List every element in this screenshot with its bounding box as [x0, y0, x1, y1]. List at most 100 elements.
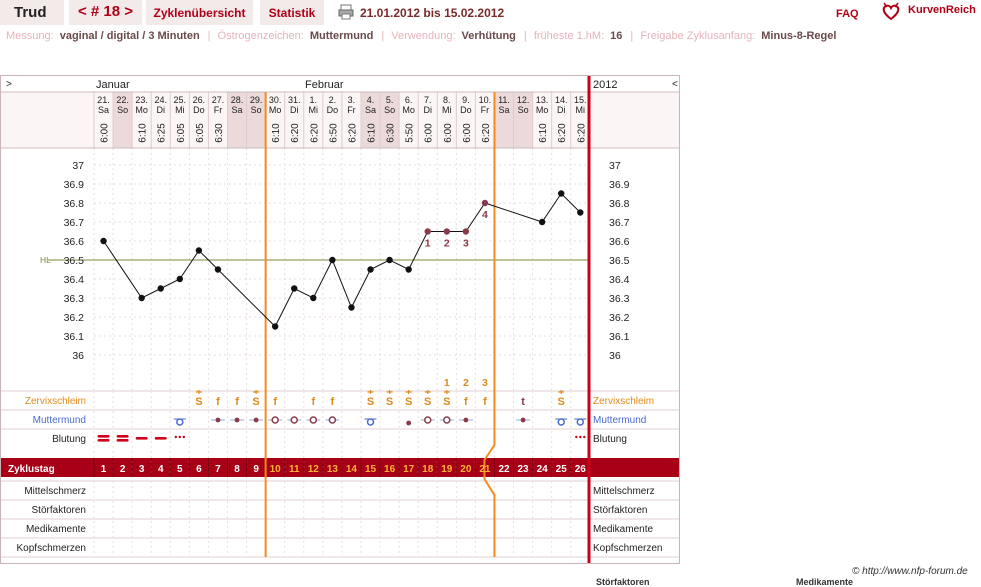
cycle-info-bar: Messung: vaginal / digital / 3 Minuten | Ö…	[6, 30, 837, 42]
cervix-symbol	[557, 418, 565, 426]
day-date: 1.	[310, 95, 318, 105]
logo-text[interactable]: KurvenReich	[908, 4, 976, 16]
temp-tick-label-right: 36.8	[609, 198, 630, 210]
cervix-symbol	[271, 416, 279, 424]
day-weekday: Sa	[98, 105, 109, 115]
temp-tick-label-right: 36.7	[609, 217, 630, 229]
measure-time: 6:30	[386, 123, 397, 143]
cycle-day-number: 5	[177, 464, 183, 475]
bleeding-mark	[97, 439, 110, 442]
row-label-headache: Kopfschmerzen	[17, 543, 86, 554]
day-weekday: So	[251, 105, 262, 115]
day-date: 24.	[154, 95, 167, 105]
cervical-mucus-symbol: S	[195, 396, 202, 408]
temp-point	[310, 294, 317, 302]
cycle-day-number: 25	[556, 464, 568, 475]
day-weekday: Sa	[232, 105, 243, 115]
measure-time: 6:05	[176, 123, 187, 143]
temp-tick-label: 36.8	[64, 198, 85, 210]
high-temp-count: 1	[425, 238, 431, 250]
row-label-mittelschmerz: Mittelschmerz	[24, 486, 86, 497]
printer-icon[interactable]	[338, 4, 354, 20]
messung-label: Messung:	[6, 30, 54, 42]
measure-time: 6:20	[557, 123, 568, 143]
measure-time: 6:20	[481, 123, 492, 143]
cervical-mucus-symbol: f	[235, 396, 239, 408]
day-date: 29.	[250, 95, 263, 105]
day-date: 11.	[498, 95, 510, 105]
weekend-column	[113, 92, 133, 148]
day-date: 6.	[405, 95, 413, 105]
day-date: 30.	[269, 95, 282, 105]
nav-right-arrow[interactable]: <	[672, 79, 678, 90]
cervical-mucus-symbol: S	[424, 396, 431, 408]
day-date: 13.	[536, 95, 549, 105]
measure-time: 5:50	[405, 123, 416, 143]
bleeding-mark	[154, 437, 167, 440]
date-range: 21.01.2012 bis 15.02.2012	[360, 6, 505, 20]
day-date: 2.	[329, 95, 337, 105]
cervix-symbol	[443, 416, 451, 424]
weekend-column	[513, 92, 533, 148]
nav-left-arrow[interactable]: >	[6, 79, 12, 90]
temp-point	[481, 199, 489, 207]
measure-time: 6:10	[538, 123, 549, 143]
tab-statistics[interactable]: Statistik	[260, 0, 324, 25]
measure-time: 6:20	[576, 123, 587, 143]
cycle-chart: Zervixschleim Zervixschleim Muttermund Mutt…	[0, 75, 680, 564]
cycle-day-number: 19	[441, 464, 453, 475]
temp-tick-label: 36.7	[64, 217, 85, 229]
cervix-symbol	[463, 417, 469, 423]
cervical-mucus-symbol: f	[216, 396, 220, 408]
day-weekday: Fr	[214, 105, 223, 115]
bleeding-mark	[575, 435, 578, 439]
temp-point	[424, 228, 431, 235]
bleeding-mark	[97, 435, 110, 438]
day-weekday: Mo	[402, 105, 415, 115]
cycle-day-number: 6	[196, 464, 202, 475]
cycle-day-number: 10	[270, 464, 282, 475]
cervical-mucus-symbol: S	[252, 396, 259, 408]
day-weekday: Fr	[481, 105, 490, 115]
day-weekday: Sa	[365, 105, 376, 115]
day-date: 27.	[212, 95, 225, 105]
bleeding-mark	[116, 435, 129, 438]
cervical-mucus-symbol: f	[464, 396, 468, 408]
day-date: 9.	[462, 95, 470, 105]
year-label: 2012	[593, 79, 617, 91]
cervical-mucus-symbol: f	[483, 396, 487, 408]
day-date: 5.	[386, 95, 394, 105]
mucus-peak-count: 2	[463, 377, 469, 389]
temp-point	[462, 228, 470, 235]
measure-time: 6:10	[271, 123, 282, 143]
cervical-mucus-symbol: f	[273, 396, 277, 408]
day-weekday: Di	[156, 105, 165, 115]
high-temp-count: 4	[482, 209, 488, 221]
frueheste-value: 16	[610, 30, 623, 42]
tab-cycle-overview[interactable]: Zyklenübersicht	[146, 0, 253, 25]
cycle-day-number: 23	[518, 464, 530, 475]
row-label-cervical-mucus: Zervixschleim	[25, 396, 86, 407]
freigabe-label: Freigabe Zyklusanfang:	[640, 30, 756, 42]
day-weekday: So	[518, 105, 529, 115]
temp-point	[271, 323, 279, 330]
temp-point	[100, 237, 107, 245]
cycle-day-number: 12	[308, 464, 320, 475]
cycle-day-number: 1	[101, 464, 107, 475]
row-label-medication: Medikamente	[26, 524, 86, 535]
cycle-day-number: 24	[537, 464, 549, 475]
row-label-right-cervical-mucus: Zervixschleim	[593, 396, 654, 407]
cervical-mucus-symbol: t	[521, 396, 525, 408]
day-date: 23.	[135, 95, 148, 105]
temp-point	[348, 304, 355, 311]
faq-link[interactable]: FAQ	[836, 8, 859, 20]
cervix-symbol	[253, 417, 259, 423]
day-weekday: Mi	[175, 105, 185, 115]
messung-value: vaginal / digital / 3 Minuten	[59, 30, 200, 42]
weekend-column	[380, 92, 400, 148]
cycle-navigator[interactable]: < # 18 >	[69, 0, 142, 25]
cycle-day-number: 4	[158, 464, 164, 475]
temp-tick-label-right: 36.4	[609, 274, 630, 286]
temp-point	[157, 285, 164, 292]
temp-tick-label-right: 36	[609, 350, 621, 362]
